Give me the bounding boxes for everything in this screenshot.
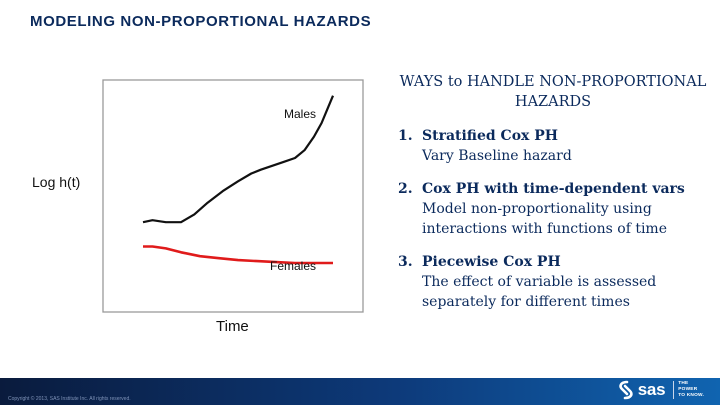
- tagline-line: TO KNOW.: [678, 393, 704, 398]
- method-description: Vary Baseline hazard: [422, 148, 572, 164]
- method-title: Piecewise Cox PH: [422, 254, 561, 270]
- logo-tagline: THE POWER TO KNOW.: [673, 381, 704, 399]
- footer-bar: Copyright © 2013, SAS Institute Inc. All…: [0, 378, 720, 405]
- tagline-line: POWER: [678, 387, 698, 392]
- copyright-text: Copyright © 2013, SAS Institute Inc. All…: [8, 396, 131, 402]
- plot-frame: [102, 79, 364, 313]
- slide-title: MODELING NON-PROPORTIONAL HAZARDS: [30, 13, 372, 30]
- method-item-3: 3. Piecewise Cox PH The effect of variab…: [392, 252, 708, 312]
- method-description: Model non-proportionality using interact…: [422, 201, 667, 237]
- series-line-males: [142, 95, 335, 224]
- sas-logo[interactable]: sas THE POWER TO KNOW.: [617, 380, 704, 400]
- method-title: Stratified Cox PH: [422, 128, 559, 144]
- series-label-females: Females: [270, 259, 316, 273]
- y-axis-label: Log h(t): [32, 174, 81, 190]
- series-label-males: Males: [284, 107, 316, 121]
- method-description: The effect of variable is assessed separ…: [422, 274, 657, 310]
- method-item-1: 1. Stratified Cox PH Vary Baseline hazar…: [392, 126, 708, 166]
- methods-heading: WAYS to HANDLE NON-PROPORTIONAL HAZARDS: [399, 74, 707, 110]
- series-line-females: [143, 245, 333, 265]
- sas-logo-icon: [619, 380, 633, 400]
- method-number: 2.: [398, 181, 413, 197]
- method-number: 1.: [398, 128, 413, 144]
- method-number: 3.: [398, 254, 413, 270]
- methods-panel: WAYS to HANDLE NON-PROPORTIONAL HAZARDS …: [392, 72, 708, 325]
- series-layer: [142, 95, 335, 265]
- x-axis-label: Time: [216, 318, 249, 335]
- logo-wordmark: sas: [637, 380, 666, 399]
- method-item-2: 2. Cox PH with time-dependent vars Model…: [392, 179, 708, 239]
- method-title: Cox PH with time-dependent vars: [422, 181, 685, 197]
- tagline-line: THE: [678, 381, 689, 386]
